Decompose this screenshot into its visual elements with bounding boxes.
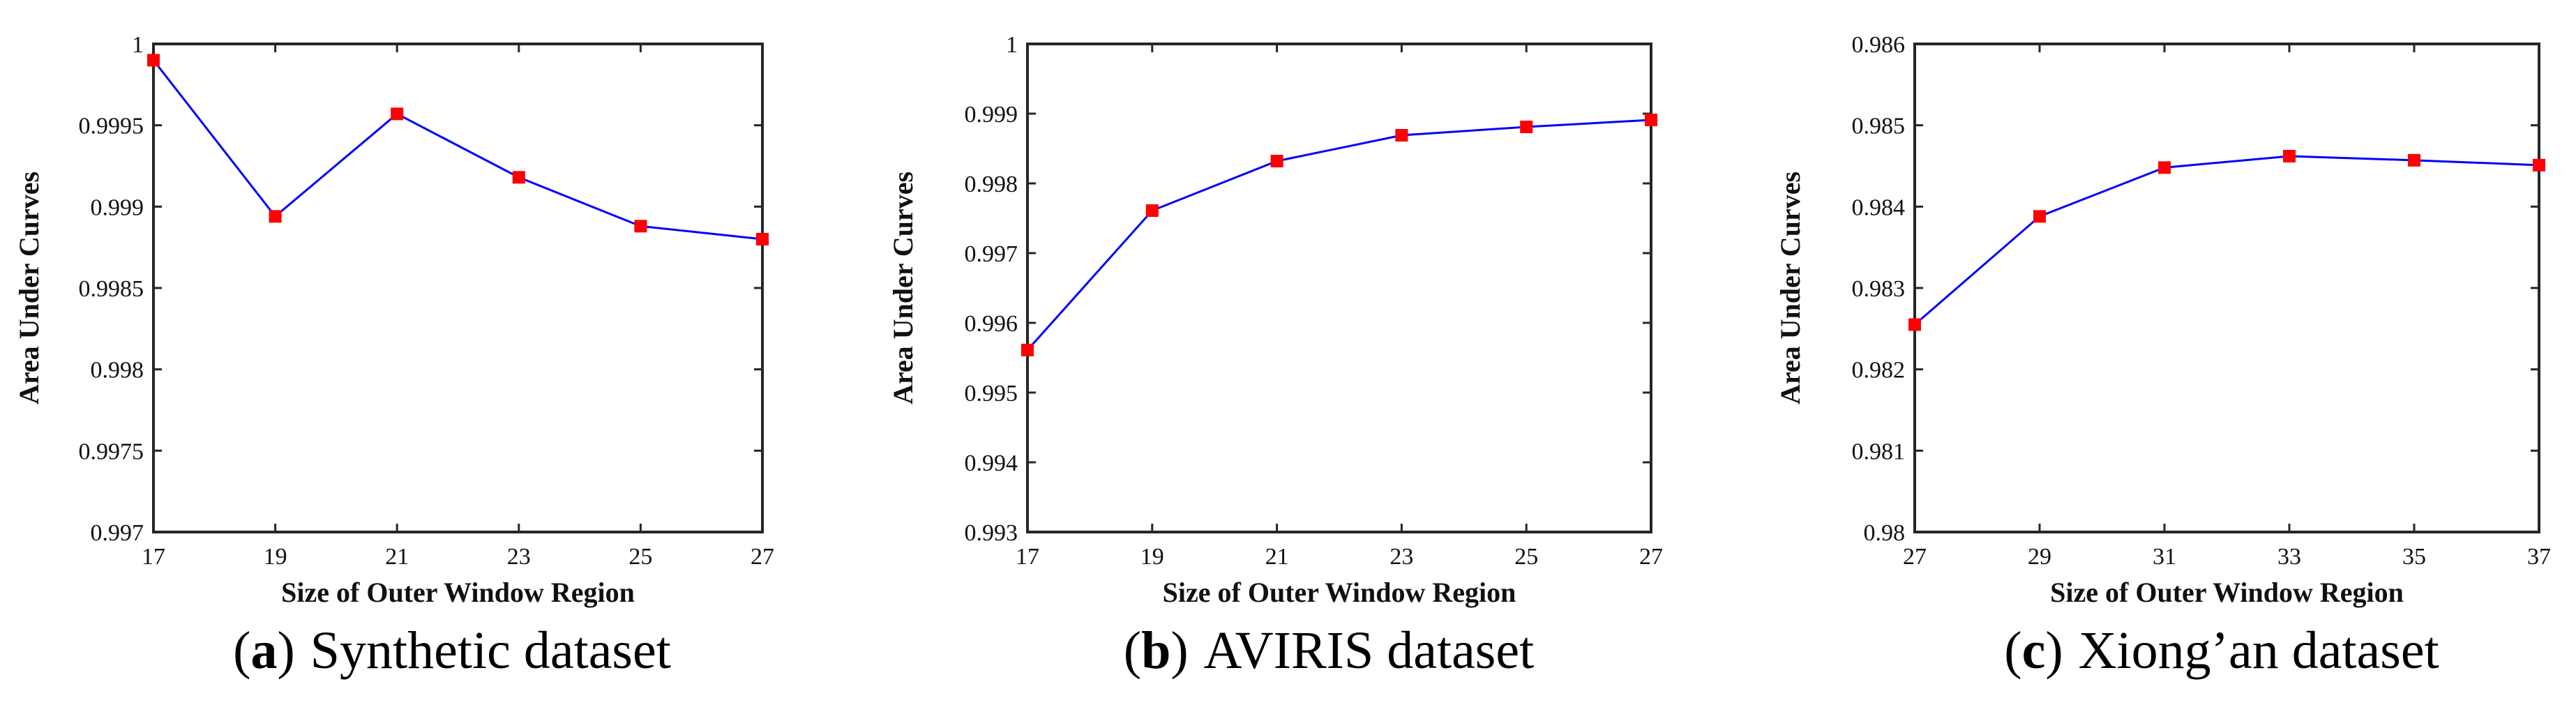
y-axis-label: Area Under Curves [887,172,919,404]
data-point [1270,155,1283,167]
y-tick-label: 0.995 [965,381,1018,407]
chart-c: 0.98 0.981 0.982 0.983 0.984 0.985 0.986 27 29 31… [1775,32,2551,680]
y-tick-label: 1 [1006,32,1018,58]
data-point [1145,204,1159,217]
y-axis-label: Area Under Curves [13,172,45,404]
y-tick-label: 0.998 [91,358,144,384]
caption-paren-open: ( [2004,621,2021,680]
x-tick-label: 25 [1514,544,1538,570]
data-point [756,233,769,245]
x-axis-label: Size of Outer Window Region [2050,577,2404,608]
series-line [1914,155,2540,326]
caption-paren-close: ) [277,621,294,680]
y-tick-label: 0.998 [965,172,1018,197]
y-tick-label: 0.997 [965,241,1018,267]
x-tick-label: 17 [142,544,165,570]
y-tick-label: 0.983 [1852,276,1906,302]
y-tick-label: 0.98 [1864,520,1906,546]
data-point [2158,161,2171,174]
data-point [2283,150,2296,162]
plot-frame [1913,43,2540,533]
panel-caption: (b) AVIRIS dataset [1124,621,1534,680]
x-tick-label: 21 [385,544,409,570]
x-tick-label: 31 [2153,544,2176,570]
caption-text: AVIRIS dataset [1204,621,1535,680]
data-point [1395,129,1408,142]
y-tick-label: 0.994 [965,450,1018,476]
chart-b: 0.993 0.994 0.995 0.996 0.997 0.998 0.999 1 17 19… [887,32,1663,680]
data-point [391,107,404,121]
data-point [1908,318,1921,331]
x-axis-label: Size of Outer Window Region [281,577,635,608]
series-line [1026,119,1652,351]
y-tick-label: 0.981 [1852,439,1906,464]
x-tick-label: 37 [2527,544,2551,570]
caption-paren-open: ( [233,621,250,680]
y-tick-label: 0.999 [965,102,1018,128]
data-point [2533,158,2545,172]
y-tick-label: 0.985 [1852,114,1906,139]
y-tick-label: 0.9995 [79,114,144,139]
x-tick-label: 33 [2277,544,2301,570]
data-point [1520,121,1533,133]
x-axis-label: Size of Outer Window Region [1163,577,1516,608]
x-tick-label: 27 [1639,544,1663,570]
chart-a: 0.997 0.9975 0.998 0.9985 0.999 0.9995 1 17 19 21… [13,32,774,680]
data-point [147,54,160,67]
caption-letter: a [250,621,277,680]
y-axis-label: Area Under Curves [1775,172,1806,404]
x-tick-label: 23 [1389,544,1413,570]
caption-paren-open: ( [1124,621,1141,680]
y-tick-label: 0.997 [91,520,144,546]
data-point [512,171,525,184]
x-tick-label: 17 [1016,544,1039,570]
caption-letter: c [2022,621,2046,680]
data-point [634,220,647,233]
data-point [2408,153,2420,167]
x-tick-label: 19 [264,544,287,570]
caption-letter: b [1141,621,1170,680]
panel-caption: (a) Synthetic dataset [233,621,671,680]
series-line [152,59,763,241]
x-tick-label: 29 [2028,544,2051,570]
y-tick-label: 1 [132,32,144,58]
x-tick-label: 25 [628,544,652,570]
data-point [1021,344,1034,356]
plot-frame [1026,43,1652,533]
y-tick-label: 0.9975 [79,439,144,464]
y-tick-label: 0.982 [1852,358,1906,384]
x-tick-label: 35 [2402,544,2426,570]
x-tick-label: 23 [507,544,531,570]
caption-paren-close: ) [2045,621,2063,680]
x-tick-label: 21 [1265,544,1289,570]
x-tick-label: 19 [1140,544,1164,570]
caption-text: Xiong’an dataset [2079,621,2439,680]
y-tick-label: 0.984 [1852,195,1906,220]
y-tick-label: 0.999 [91,195,144,220]
y-tick-label: 0.9985 [79,276,144,302]
caption-paren-close: ) [1170,621,1188,680]
plot-frame [152,43,764,533]
y-tick-label: 0.986 [1852,32,1906,58]
caption-text: Synthetic dataset [310,621,671,680]
x-tick-label: 27 [1903,544,1927,570]
x-tick-label: 27 [751,544,774,570]
data-point [2033,210,2046,223]
panel-caption: (c) Xiong’an dataset [2004,621,2439,680]
data-point [1645,114,1657,126]
y-tick-label: 0.996 [965,311,1018,337]
y-tick-label: 0.993 [965,520,1018,546]
data-point [269,210,282,223]
